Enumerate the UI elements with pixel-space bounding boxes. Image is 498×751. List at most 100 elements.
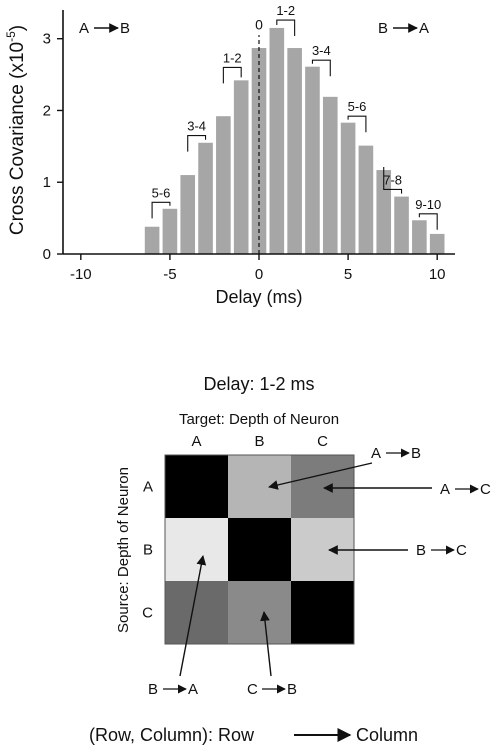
delay-brackets: 5-6 3-4 1-2 1-2 3-4 5-6 7-8 9-10 — [151, 3, 441, 230]
y-tick-label: 3 — [43, 31, 51, 48]
heatmap-cell — [165, 518, 228, 581]
annotation-b-to-c-to: C — [456, 542, 467, 559]
bar — [180, 175, 196, 254]
bracket-label: 3-4 — [312, 43, 331, 58]
heatmap-cell — [291, 455, 354, 518]
bar — [198, 142, 213, 254]
direction-legend-right: B A — [378, 20, 429, 37]
annotation-a-to-b-to: B — [411, 445, 421, 462]
bar — [429, 233, 445, 254]
y-axis-label-main: Cross Covariance (x10 — [7, 42, 28, 235]
annotation-c-to-b-to: B — [287, 681, 297, 698]
column-labels: A B C — [191, 433, 328, 450]
bar — [394, 196, 409, 254]
annotation-c-to-b-from: C — [247, 681, 258, 698]
x-tick-label: 5 — [344, 266, 352, 283]
heatmap-cell — [228, 581, 291, 644]
x-tick-label: 0 — [255, 266, 263, 283]
bar — [144, 226, 160, 254]
annotation-b-to-a-to: A — [188, 681, 198, 698]
heatmap-cell — [228, 518, 291, 581]
caption-suffix: Column — [356, 725, 418, 745]
caption-prefix: (Row, Column): Row — [89, 725, 255, 745]
annotation-c-to-b: C B — [247, 611, 297, 698]
annotation-a-to-c: A C — [323, 481, 491, 498]
row-label: C — [142, 605, 153, 622]
bars — [144, 27, 445, 255]
annotation-a-to-b-pointer — [268, 462, 373, 490]
annotation-b-to-a-from: B — [148, 681, 158, 698]
bracket — [418, 213, 438, 230]
x-tick-label: -10 — [70, 266, 92, 283]
bar — [162, 208, 178, 254]
annotation-c-to-b-pointer — [260, 611, 272, 677]
bar — [287, 48, 302, 254]
x-axis-label: Delay (ms) — [215, 287, 302, 307]
annotation-b-to-a: B A — [148, 555, 207, 698]
bar — [322, 96, 338, 254]
bracket-label: 1-2 — [276, 3, 295, 18]
annotation-a-to-c-to: C — [480, 481, 491, 498]
bracket — [222, 66, 242, 84]
column-label: B — [254, 433, 264, 450]
bracket — [276, 19, 296, 37]
bracket — [383, 167, 403, 194]
delay-heatmap: Delay: 1-2 ms Target: Depth of Neuron So… — [89, 374, 491, 745]
y-axis-label-close: ) — [7, 25, 28, 31]
heatmap-title: Delay: 1-2 ms — [203, 374, 314, 394]
x-tick-label: 10 — [429, 266, 446, 283]
column-label: C — [317, 433, 328, 450]
direction-left-from: A — [79, 20, 89, 37]
heatmap-cells — [165, 455, 354, 644]
x-ticks: -10 -5 0 5 10 — [70, 254, 446, 283]
bracket-label: 5-6 — [152, 185, 171, 200]
y-tick-label: 1 — [43, 174, 51, 191]
x-tick-label: -5 — [163, 266, 176, 283]
bracket — [187, 135, 207, 152]
bar — [233, 80, 249, 254]
direction-legend-left: A B — [79, 20, 130, 37]
y-axis-label: Cross Covariance (x10-5) — [4, 25, 28, 235]
bracket-label: 3-4 — [187, 119, 206, 134]
bracket — [347, 115, 367, 133]
annotation-b-to-a-pointer — [179, 555, 207, 677]
annotation-b-to-c: B C — [328, 542, 467, 559]
row-label: A — [143, 479, 153, 496]
row-label: B — [143, 542, 153, 559]
bar — [412, 220, 427, 254]
y-axis-label-exponent: -5 — [4, 31, 18, 42]
zero-delay-label: 0 — [255, 17, 263, 33]
direction-right-from: B — [378, 20, 388, 37]
bar — [305, 66, 320, 254]
annotation-b-to-c-from: B — [416, 542, 426, 559]
bracket-label: 5-6 — [348, 99, 367, 114]
bracket-label: 9-10 — [415, 197, 441, 212]
bar — [376, 170, 392, 254]
row-labels: A B C — [142, 479, 153, 622]
annotation-a-to-b: A B — [268, 445, 421, 490]
bracket-label: 1-2 — [223, 50, 242, 65]
bar — [216, 116, 231, 255]
bar — [269, 27, 285, 254]
y-tick-label: 0 — [43, 246, 51, 263]
annotation-a-to-b-from: A — [371, 445, 381, 462]
bar — [340, 122, 356, 254]
column-label: A — [191, 433, 201, 450]
column-axis-label: Target: Depth of Neuron — [179, 411, 339, 428]
bracket-label: 7-8 — [383, 172, 402, 187]
row-axis-label: Source: Depth of Neuron — [115, 467, 132, 633]
y-tick-label: 2 — [43, 102, 51, 119]
bracket — [151, 201, 171, 219]
heatmap-cell — [165, 455, 228, 518]
y-ticks: 0 1 2 3 — [43, 31, 63, 263]
direction-left-to: B — [120, 20, 130, 37]
heatmap-cell — [291, 581, 354, 644]
bar — [251, 48, 267, 254]
bracket — [311, 59, 331, 77]
annotation-a-to-c-from: A — [440, 481, 450, 498]
heatmap-cell — [228, 455, 291, 518]
caption: (Row, Column): Row Column — [89, 725, 418, 745]
bar — [358, 145, 374, 254]
